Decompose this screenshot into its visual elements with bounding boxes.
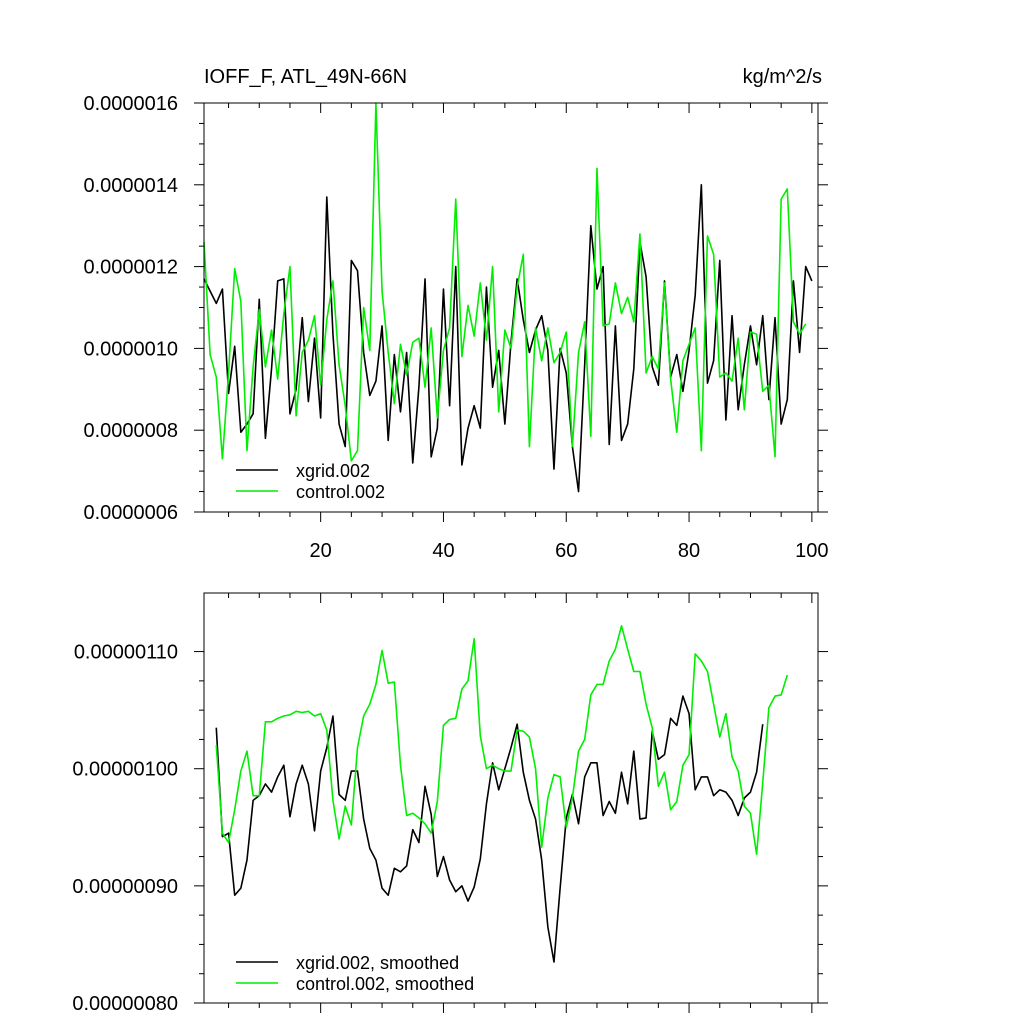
bottom-legend: xgrid.002, smoothed control.002, smoothe…: [236, 953, 474, 994]
top-series-control: [203, 102, 807, 462]
bottom-ticks-layer: 0.00000080 0.00000090 0.00000100 0.00000110: [72, 593, 828, 1015]
bottom-panel: 0.00000080 0.00000090 0.00000100 0.00000110…: [72, 592, 828, 1015]
top-ticks-layer: 0.0000006 0.0000008 0.0000010 0.0000012 0.00…: [83, 93, 828, 562]
top-panel: IOFF_F, ATL_49N-66N kg/m^2/s 0.00000060.…: [83, 66, 828, 562]
top-ytick-label: 0.0000012: [83, 257, 178, 279]
top-ytick-label: 0.0000014: [83, 175, 178, 197]
bottom-ytick-label: 0.00000110: [74, 642, 178, 664]
bottom-ytick-label: 0.00000080: [72, 993, 178, 1015]
top-xtick-label: 100: [795, 540, 828, 562]
bottom-ytick-label: 0.00000090: [72, 876, 178, 898]
bottom-series-control: [215, 624, 789, 856]
top-legend: xgrid.002 control.002: [236, 461, 385, 502]
top-panel-units: kg/m^2/s: [743, 66, 822, 88]
top-legend-label-control: control.002: [296, 482, 385, 502]
bottom-legend-label-control: control.002, smoothed: [296, 974, 474, 994]
bottom-ytick-label: 0.00000100: [72, 759, 178, 781]
top-ytick-label: 0.0000008: [83, 420, 178, 442]
bottom-plot-frame: [203, 592, 819, 1004]
top-panel-title: IOFF_F, ATL_49N-66N: [204, 66, 407, 88]
top-series-layer: [203, 102, 813, 493]
bottom-legend-label-xgrid: xgrid.002, smoothed: [296, 953, 459, 973]
top-legend-label-xgrid: xgrid.002: [296, 461, 370, 481]
top-plot-frame: [203, 102, 819, 513]
top-ytick-label: 0.0000006: [83, 502, 178, 524]
top-xtick-label: 40: [432, 540, 454, 562]
bottom-series-xgrid: [215, 695, 764, 963]
top-xtick-label: 60: [555, 540, 577, 562]
top-xtick-label: 80: [678, 540, 700, 562]
top-ytick-label: 0.0000010: [83, 338, 178, 360]
top-series-xgrid: [203, 184, 813, 493]
top-xtick-label: 20: [310, 540, 332, 562]
bottom-series-layer: [215, 624, 789, 963]
top-ytick-label: 0.0000016: [83, 93, 178, 115]
